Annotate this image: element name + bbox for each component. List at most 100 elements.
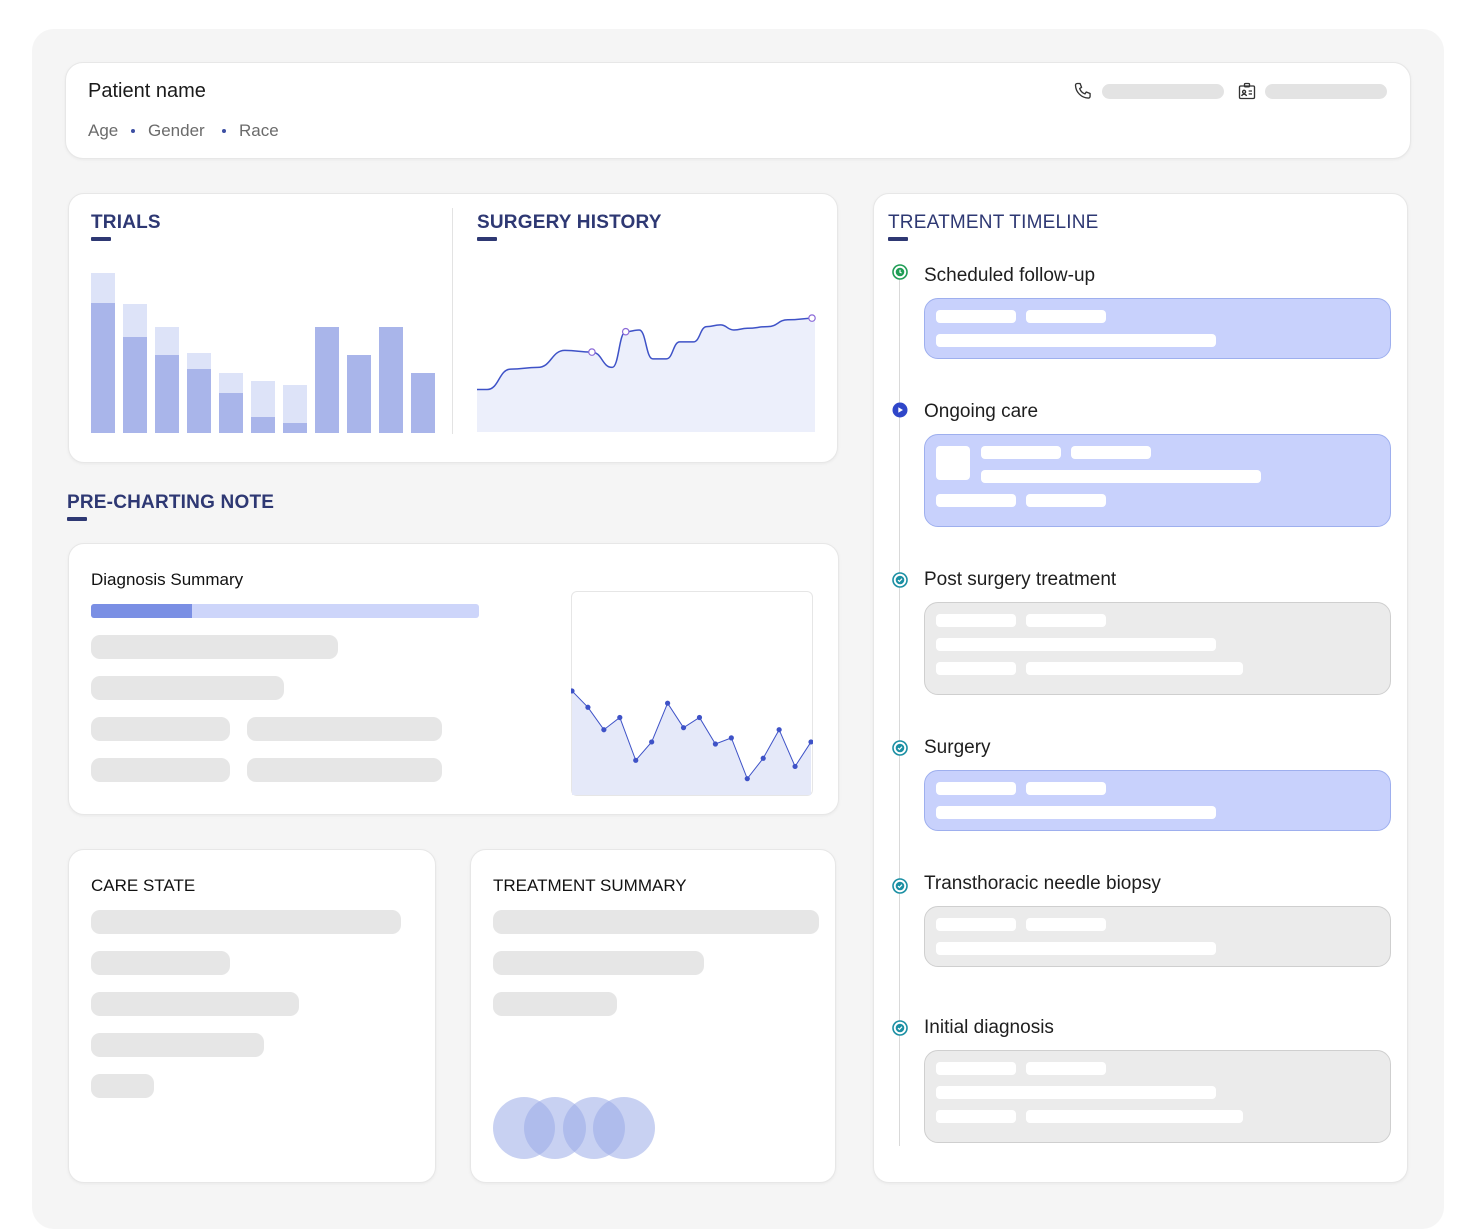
diagnosis-point[interactable] — [728, 735, 734, 741]
diagnosis-point[interactable] — [712, 741, 718, 747]
phone-icon[interactable] — [1073, 81, 1093, 101]
diagnosis-area-fill — [572, 690, 811, 795]
text-placeholder — [247, 758, 442, 782]
text-placeholder — [1026, 310, 1106, 323]
text-placeholder — [1026, 614, 1106, 627]
trials-bar-segment — [123, 337, 147, 433]
patient-header — [65, 62, 1411, 159]
patient-race: Race — [239, 121, 279, 140]
diagnosis-point[interactable] — [776, 727, 782, 733]
text-placeholder — [936, 662, 1016, 675]
diagnosis-point[interactable] — [649, 739, 655, 745]
diagnosis-point[interactable] — [744, 776, 750, 782]
text-placeholder — [1026, 662, 1243, 675]
diagnosis-point[interactable] — [696, 714, 703, 721]
timeline-event-card[interactable] — [924, 770, 1391, 831]
diagnosis-progress-track — [91, 604, 479, 618]
trials-bar-segment — [187, 369, 211, 433]
heading-underline — [477, 237, 497, 241]
text-placeholder — [936, 638, 1216, 651]
check-icon — [892, 1020, 908, 1036]
trials-bar-segment — [155, 327, 179, 355]
diagnosis-point[interactable] — [571, 688, 575, 694]
patient-age: Age — [88, 121, 119, 140]
surgery-line — [477, 317, 816, 391]
diagnosis-point[interactable] — [680, 725, 687, 731]
text-placeholder — [493, 992, 617, 1016]
text-placeholder — [493, 910, 819, 934]
diagnosis-line — [571, 690, 812, 780]
surgery-marker[interactable] — [621, 327, 630, 336]
id-card-icon[interactable] — [1237, 81, 1257, 101]
trials-bar-segment — [91, 273, 115, 303]
thumbnail-placeholder — [936, 446, 970, 480]
phone-number-placeholder — [1102, 84, 1224, 99]
text-placeholder — [936, 1110, 1016, 1123]
diagnosis-line-chart — [571, 688, 813, 795]
trials-bar-segment — [123, 304, 147, 337]
diagnosis-point[interactable] — [792, 763, 798, 770]
text-placeholder — [91, 910, 401, 934]
clock-icon — [892, 264, 908, 280]
trials-bar-segment — [251, 417, 275, 433]
diagnosis-progress-fill — [91, 604, 192, 618]
pre-charting-heading: PRE-CHARTING NOTE — [67, 492, 275, 513]
diagnosis-summary-title: Diagnosis Summary — [91, 570, 244, 589]
separator-dot — [131, 129, 135, 133]
text-placeholder — [981, 470, 1261, 483]
timeline-event-label: Ongoing care — [924, 401, 1039, 422]
trials-bar-segment — [251, 381, 275, 417]
diagnosis-point[interactable] — [633, 757, 639, 763]
timeline-event-card[interactable] — [924, 298, 1391, 359]
treatment-summary-heading: TREATMENT SUMMARY — [493, 876, 687, 895]
trials-bar-segment — [187, 353, 211, 369]
trials-bar-segment — [219, 393, 243, 433]
timeline-event-card[interactable] — [924, 434, 1391, 527]
timeline-event-label: Post surgery treatment — [924, 569, 1117, 590]
surgery-marker[interactable] — [808, 314, 816, 322]
text-placeholder — [247, 717, 442, 741]
diagnosis-point[interactable] — [665, 700, 671, 706]
check-icon — [892, 878, 908, 894]
text-placeholder — [1026, 1062, 1106, 1075]
trials-bar-segment — [411, 373, 435, 433]
text-placeholder — [936, 782, 1016, 795]
text-placeholder — [91, 635, 338, 659]
timeline-event-card[interactable] — [924, 1050, 1391, 1143]
text-placeholder — [936, 614, 1016, 627]
trials-bar-segment — [315, 327, 339, 433]
trials-bar-segment — [155, 355, 179, 433]
text-placeholder — [1071, 446, 1151, 459]
play-icon — [892, 402, 908, 418]
heading-underline — [888, 237, 908, 241]
patient-name: Patient name — [88, 80, 206, 102]
timeline-event-card[interactable] — [924, 906, 1391, 967]
text-placeholder — [1026, 1110, 1243, 1123]
patient-gender: Gender — [148, 121, 205, 140]
care-state-heading: CARE STATE — [91, 876, 196, 895]
timeline-event-label: Surgery — [924, 737, 991, 758]
trials-bar-segment — [91, 303, 115, 433]
diagnosis-point[interactable] — [601, 727, 607, 733]
surgery-history-area-chart — [477, 314, 816, 432]
treatment-timeline-heading: TREATMENT TIMELINE — [888, 212, 1099, 233]
text-placeholder — [936, 806, 1216, 819]
check-icon — [892, 740, 908, 756]
surgery-marker[interactable] — [588, 348, 596, 356]
text-placeholder — [981, 446, 1061, 459]
timeline-event-card[interactable] — [924, 602, 1391, 695]
trials-bar-chart — [91, 260, 441, 433]
diagnosis-point[interactable] — [585, 704, 591, 710]
text-placeholder — [91, 1074, 154, 1098]
surgery-history-heading: SURGERY HISTORY — [477, 212, 662, 233]
timeline-line — [899, 278, 900, 1146]
trials-bar-segment — [283, 385, 307, 423]
trials-heading: TRIALS — [91, 212, 161, 233]
trials-bar-segment — [379, 327, 403, 433]
text-placeholder — [936, 942, 1216, 955]
diagnosis-point[interactable] — [617, 714, 623, 721]
patient-id-placeholder — [1265, 84, 1387, 99]
care-state-card — [68, 849, 436, 1183]
diagnosis-point[interactable] — [808, 739, 813, 745]
diagnosis-point[interactable] — [760, 755, 766, 761]
